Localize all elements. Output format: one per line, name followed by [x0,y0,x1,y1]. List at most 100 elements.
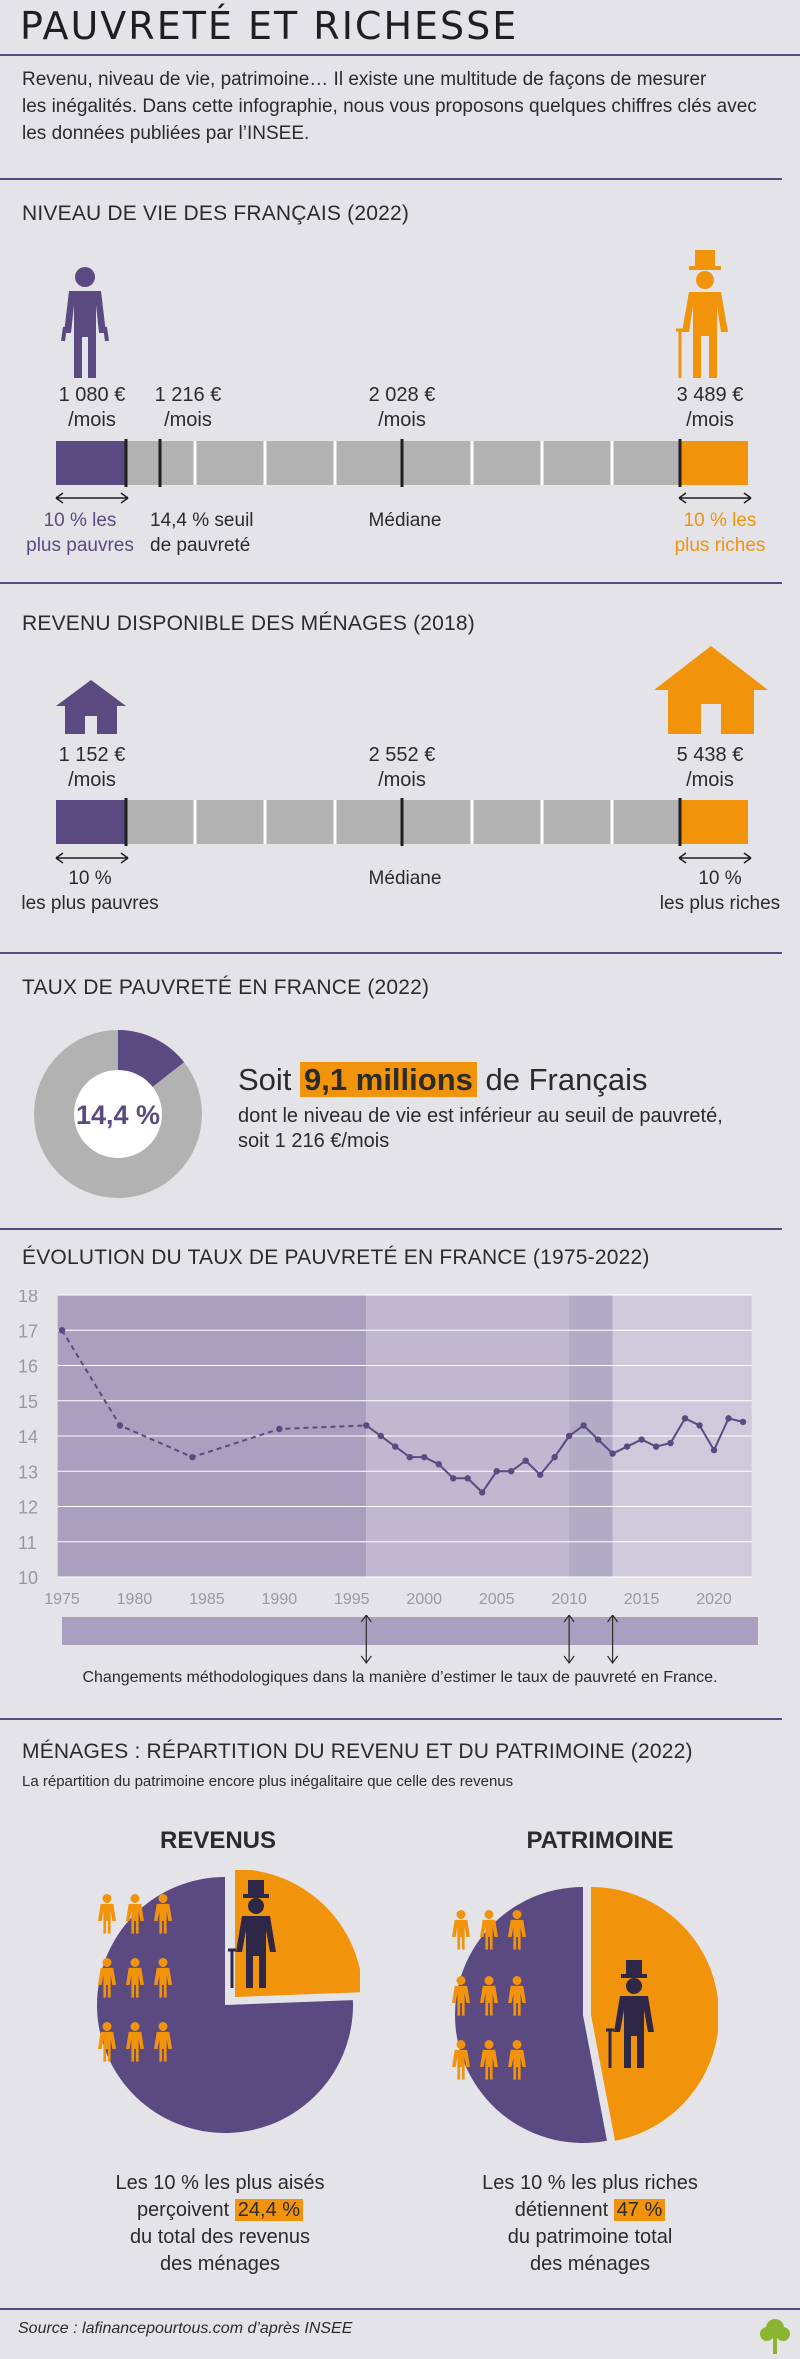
menages-subtitle: La répartition du patrimoine encore plus… [22,1773,514,1790]
caption-line: 14,4 % seuil [150,510,254,531]
caption-line: 10 % [68,868,112,889]
person-icon [452,1976,470,2016]
patrimoine-caption: Les 10 % les plus riches détiennent 47 %… [440,2170,740,2278]
data-point [594,1436,602,1443]
caption-poor: 10 % les plus pauvres [10,508,150,558]
explanation-line: soit 1 216 €/mois [238,1130,390,1152]
poor-range-arrow [55,852,129,864]
caption-line: les plus pauvres [21,893,159,914]
amount-seuil: 1 216 € /mois [148,383,228,433]
section-divider [0,952,782,954]
amount-unit: /mois [68,409,116,431]
data-point [551,1453,558,1461]
intro-line: Revenu, niveau de vie, patrimoine… Il ex… [22,69,707,90]
title-divider [0,54,800,56]
amount-value: 2 028 € [368,384,436,406]
pie-rest-slice [454,1887,607,2143]
millions-highlight: 9,1 millions [300,1062,477,1097]
section-title-taux: TAUX DE PAUVRETÉ EN FRANCE (2022) [22,976,430,999]
amount-value: 3 489 € [676,384,744,406]
rich-man-icon [606,1960,654,2068]
amount-unit: /mois [686,769,734,791]
amount-unit: /mois [378,769,426,791]
data-point [189,1453,196,1461]
caption-text: perçoivent [136,2199,230,2221]
amount-unit: /mois [68,769,116,791]
intro-line: les données publiées par l’INSEE. [22,123,310,144]
donut-label: 14,4 % [76,1100,160,1130]
caption-median: Médiane [368,510,442,531]
x-tick-label: 2000 [406,1591,442,1608]
section-divider [0,1228,782,1230]
caption-line: les plus riches [659,893,781,914]
x-tick-label: 1980 [117,1591,153,1608]
y-tick-label: 16 [18,1357,38,1377]
data-point [638,1436,645,1443]
amount-value: 1 152 € [58,744,126,766]
soit-line: Soit 9,1 millions de Français [238,1062,647,1098]
caption-line: plus riches [674,535,766,556]
amount-p90: 5 438 € /mois [670,743,750,793]
data-point [435,1461,442,1468]
soit-word: Soit [238,1062,292,1097]
amount-unit: /mois [164,409,212,431]
revenus-title: REVENUS [159,1827,277,1854]
pie-top10-slice [235,1870,360,1997]
y-tick-label: 11 [18,1533,37,1553]
caption-poor: 10 % les plus pauvres [10,866,170,916]
y-tick-label: 17 [18,1321,38,1341]
rich-person-icon [676,250,728,378]
method-change-band [62,1615,758,1665]
caption-line: 10 % [698,868,742,889]
data-point [493,1468,500,1475]
caption-median: Médiane [368,868,442,889]
de-francais: de Français [485,1062,648,1097]
amount-unit: /mois [686,409,734,431]
data-point [565,1432,573,1440]
source-note: Source : lafinancepourtous.com d’après I… [18,2320,353,2337]
section-title-niveau: NIVEAU DE VIE DES FRANÇAIS (2022) [22,202,410,225]
caption-line: du patrimoine total [507,2226,673,2248]
revenus-share-highlight: 24,4 % [234,2199,304,2221]
patrimoine-share-highlight: 47 % [613,2199,666,2221]
data-point [392,1443,399,1450]
data-point [696,1422,703,1429]
revenus-pie [97,1870,360,2133]
caption-line: de pauvreté [150,535,251,556]
data-point [623,1443,631,1450]
data-point [507,1468,515,1475]
explanation-line: dont le niveau de vie est inférieur au s… [238,1105,723,1127]
data-point [710,1446,718,1454]
person-icon [480,2040,498,2080]
caption-rich: 10 % les plus riches [665,508,775,558]
data-point [464,1475,471,1482]
person-icon [480,1910,498,1950]
y-tick-label: 15 [18,1392,38,1412]
poor-range-arrow [55,492,129,504]
data-point [739,1418,747,1426]
x-tick-label: 2005 [479,1591,515,1608]
amount-value: 2 552 € [368,744,436,766]
footer-divider [0,2308,800,2310]
data-point [116,1422,124,1429]
page-title: PAUVRETÉ ET RICHESSE [20,4,519,48]
niveau-bar [56,439,748,487]
revenus-caption: Les 10 % les plus aisés perçoivent 24,4 … [70,2170,370,2278]
amount-unit: /mois [378,409,426,431]
rich-range-arrow [678,852,752,864]
person-icon [480,1976,498,2016]
amount-p10: 1 080 € /mois [52,383,132,433]
x-tick-label: 2020 [696,1591,732,1608]
amount-value: 5 438 € [676,744,744,766]
caption-line: des ménages [529,2253,651,2275]
y-tick-label: 12 [18,1498,38,1518]
patrimoine-title: PATRIMOINE [526,1827,674,1854]
x-tick-label: 1985 [189,1591,225,1608]
pie-top10-slice [591,1887,718,2141]
data-point [725,1415,732,1422]
patrimoine-pie [452,1887,718,2143]
method-note: Changements méthodologiques dans la mani… [82,1669,718,1686]
poor-person-icon [61,267,109,378]
data-point [478,1489,486,1496]
data-point [406,1453,413,1461]
